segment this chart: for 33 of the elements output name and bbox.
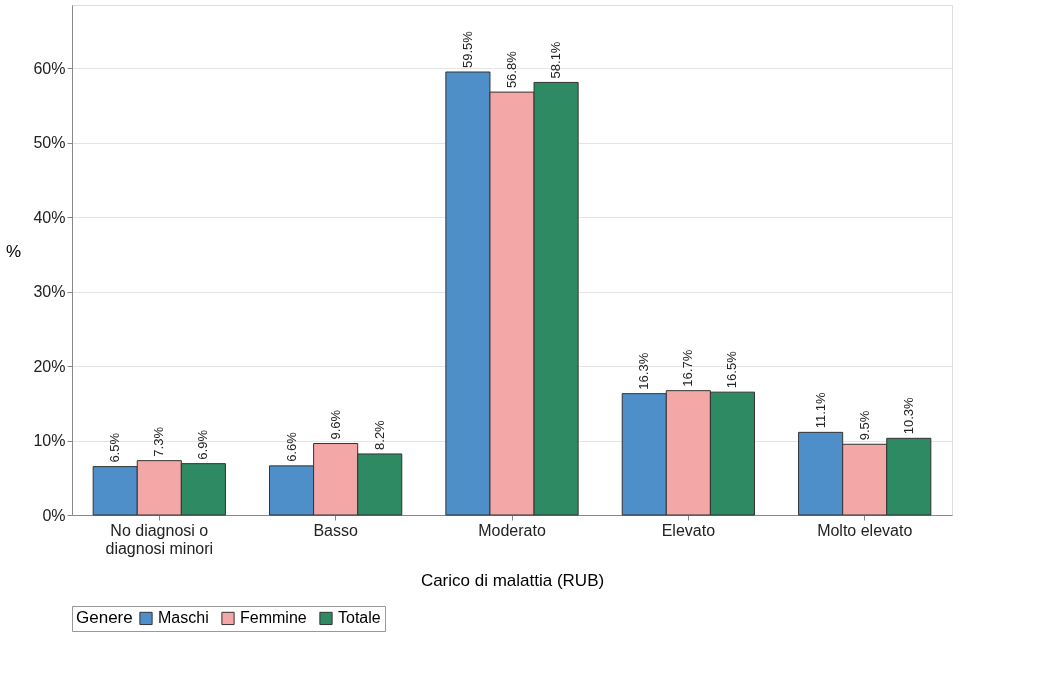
x-tick-label: Moderato [478, 521, 546, 539]
y-tick-label: 10% [33, 432, 66, 450]
data-label: 7.3% [151, 426, 167, 457]
x-tick-label: Basso [313, 521, 358, 539]
legend-label: Femmine [240, 609, 307, 627]
x-tick-label: No diagnosi o diagnosi minori [105, 521, 214, 557]
legend-label: Totale [338, 609, 381, 627]
y-tick-label: 50% [33, 134, 66, 152]
y-axis-title: % [5, 241, 22, 261]
legend-label: Maschi [158, 609, 209, 627]
data-label: 10.3% [900, 397, 916, 435]
data-label: 6.6% [283, 431, 299, 462]
data-label: 58.1% [548, 41, 564, 79]
legend-title: Genere [76, 608, 133, 627]
data-label: 11.1% [812, 392, 828, 429]
y-tick-label: 20% [33, 357, 66, 375]
data-label: 59.5% [459, 30, 475, 69]
data-label: 6.9% [195, 429, 211, 460]
x-tick-label: Elevato [661, 521, 716, 539]
y-tick-label: 30% [33, 283, 66, 301]
data-label: 16.7% [680, 349, 696, 387]
data-label: 16.3% [636, 352, 652, 390]
x-axis-title: Carico di malattia (RUB) [420, 570, 605, 590]
y-tick-label: 60% [33, 59, 66, 77]
data-label: 9.6% [327, 409, 343, 440]
data-label: 8.2% [371, 419, 387, 450]
y-tick-label: 40% [33, 208, 66, 226]
x-tick-label: Molto elevato [817, 521, 913, 539]
y-tick-label: 0% [42, 506, 66, 524]
data-label: 56.8% [504, 50, 519, 89]
data-label: 6.5% [107, 432, 123, 463]
data-label: 16.5% [724, 350, 740, 389]
data-label: 9.5% [856, 410, 872, 441]
